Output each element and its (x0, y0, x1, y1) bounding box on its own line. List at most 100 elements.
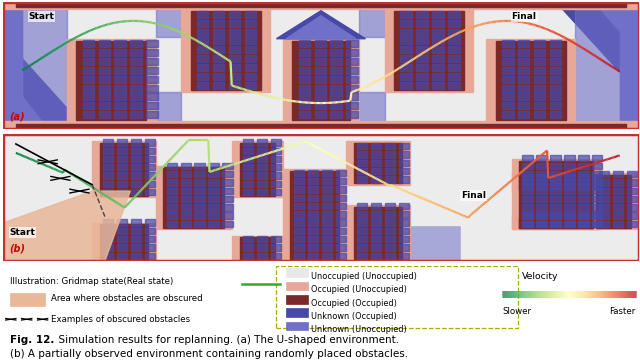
Bar (371, 211, 381, 218)
Bar (354, 207, 403, 260)
Bar (575, 9, 620, 122)
Bar (257, 236, 267, 243)
Bar (399, 176, 410, 182)
Bar (448, 29, 460, 35)
Bar (385, 228, 396, 234)
Bar (335, 211, 346, 218)
Bar (593, 212, 602, 219)
Bar (286, 282, 308, 290)
Bar (99, 40, 110, 47)
Bar (335, 170, 346, 176)
Bar (131, 85, 141, 92)
Bar (145, 219, 155, 226)
Bar (593, 212, 602, 219)
Bar (321, 228, 332, 234)
Bar (243, 244, 253, 251)
Bar (448, 37, 460, 45)
Bar (117, 228, 127, 234)
Bar (145, 253, 155, 259)
Bar (299, 76, 310, 83)
Bar (330, 111, 342, 118)
Bar (103, 181, 113, 187)
Bar (536, 180, 547, 186)
Bar (522, 180, 532, 186)
Bar (550, 174, 561, 181)
Bar (99, 58, 110, 65)
Bar (522, 221, 532, 227)
Bar (432, 11, 444, 18)
Bar (550, 204, 561, 211)
Bar (550, 93, 561, 101)
Bar (10, 294, 45, 306)
Bar (83, 58, 94, 65)
Polygon shape (3, 72, 48, 129)
Bar (243, 181, 253, 187)
Bar (209, 212, 219, 219)
Bar (346, 134, 461, 226)
Bar (399, 203, 410, 209)
Bar (315, 67, 326, 74)
Bar (115, 76, 126, 83)
Bar (257, 181, 267, 187)
Bar (371, 244, 381, 251)
Bar (371, 143, 381, 150)
Bar (271, 164, 281, 171)
Bar (432, 29, 444, 35)
Bar (131, 111, 141, 118)
Bar (593, 155, 602, 161)
Bar (131, 236, 141, 243)
Bar (401, 82, 412, 89)
Bar (579, 196, 589, 202)
Bar (371, 253, 381, 259)
Text: Unknown (Unoccupied): Unknown (Unoccupied) (312, 325, 407, 334)
Bar (448, 82, 460, 89)
Bar (536, 182, 547, 189)
Bar (244, 29, 256, 35)
Bar (229, 73, 240, 80)
Text: Occupied (Unoccupied): Occupied (Unoccupied) (312, 285, 407, 294)
Bar (243, 148, 253, 154)
Bar (197, 73, 209, 80)
Bar (593, 221, 602, 227)
Bar (330, 58, 342, 65)
Bar (564, 204, 575, 211)
Bar (131, 253, 141, 259)
Bar (502, 67, 513, 74)
Bar (534, 40, 545, 47)
Bar (448, 46, 460, 53)
Bar (550, 196, 561, 202)
Bar (385, 151, 396, 158)
Bar (416, 82, 428, 89)
Bar (156, 92, 181, 122)
Bar (223, 221, 232, 227)
Bar (536, 212, 547, 219)
Polygon shape (286, 16, 356, 39)
Bar (627, 188, 637, 194)
Bar (209, 221, 219, 227)
Bar (385, 236, 396, 243)
Bar (401, 37, 412, 45)
Bar (308, 228, 318, 234)
Bar (461, 169, 639, 261)
Bar (371, 219, 381, 226)
Text: Start: Start (10, 228, 35, 237)
Bar (213, 73, 225, 80)
Bar (223, 196, 232, 202)
Bar (257, 172, 267, 179)
Bar (401, 64, 412, 71)
Bar (83, 85, 94, 92)
Bar (354, 143, 403, 183)
Polygon shape (276, 11, 365, 39)
Bar (357, 253, 367, 259)
Bar (534, 67, 545, 74)
Bar (579, 188, 589, 194)
Bar (612, 171, 623, 177)
Bar (416, 29, 428, 35)
Bar (308, 203, 318, 209)
Bar (448, 11, 460, 18)
Bar (346, 85, 358, 92)
Bar (579, 221, 589, 227)
Bar (283, 39, 359, 122)
Bar (180, 221, 191, 227)
Bar (522, 171, 532, 177)
